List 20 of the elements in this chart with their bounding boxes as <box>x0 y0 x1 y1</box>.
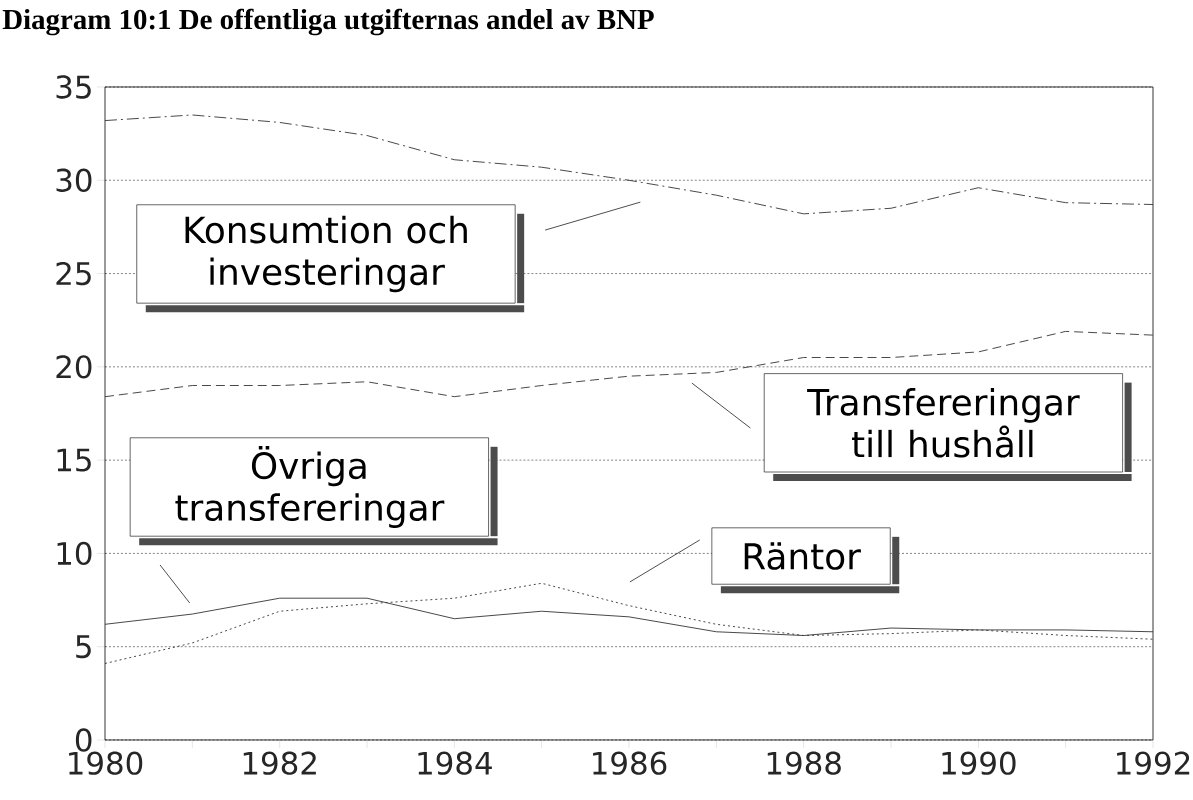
y-tick-label: 0 <box>75 728 92 752</box>
y-tick-label: 20 <box>56 355 92 379</box>
x-tick-label: 1988 <box>767 751 841 775</box>
x-tick-label: 1990 <box>942 751 1016 775</box>
series-label: Räntor <box>744 542 861 570</box>
series-label: Konsumtion och investeringar <box>185 215 467 293</box>
x-tick-label: 1986 <box>593 751 667 775</box>
series-label: Transfereringar till hushåll <box>807 388 1080 458</box>
chart-title: Diagram 10:1 De offentliga utgifternas andel av BNP <box>2 8 654 36</box>
y-tick-label: 30 <box>56 168 92 192</box>
text: Övriga transfereringar <box>175 445 445 529</box>
x-tick-label: 1984 <box>418 751 492 775</box>
x-tick-label: 1992 <box>1117 751 1190 775</box>
x-tick-label: 1980 <box>69 751 143 775</box>
y-tick-label: 5 <box>76 635 91 659</box>
y-tick-label: 15 <box>57 448 91 472</box>
x-tick-label: 1982 <box>243 751 316 775</box>
y-tick-label: 10 <box>57 541 92 566</box>
y-tick-label: 25 <box>56 261 91 286</box>
y-tick-label: 35 <box>56 75 91 99</box>
